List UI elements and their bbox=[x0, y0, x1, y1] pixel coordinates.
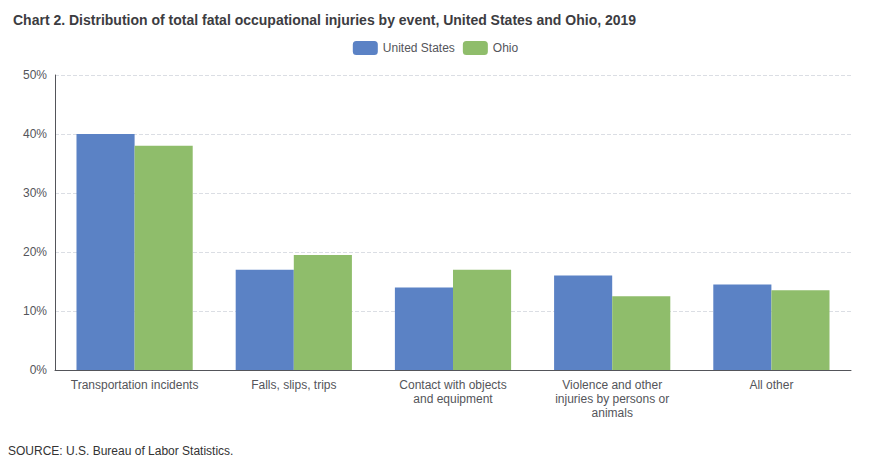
svg-text:and equipment: and equipment bbox=[413, 392, 493, 406]
svg-text:30%: 30% bbox=[23, 186, 47, 200]
svg-text:40%: 40% bbox=[23, 127, 47, 141]
svg-text:10%: 10% bbox=[23, 304, 47, 318]
svg-text:20%: 20% bbox=[23, 245, 47, 259]
svg-text:50%: 50% bbox=[23, 68, 47, 82]
svg-text:United States: United States bbox=[383, 41, 455, 55]
svg-text:0%: 0% bbox=[30, 363, 48, 377]
svg-text:All other: All other bbox=[749, 378, 793, 392]
svg-text:injuries by persons or: injuries by persons or bbox=[555, 392, 669, 406]
svg-text:Chart 2. Distribution of total: Chart 2. Distribution of total fatal occ… bbox=[13, 12, 636, 28]
svg-text:Contact with objects: Contact with objects bbox=[399, 378, 506, 392]
svg-text:Ohio: Ohio bbox=[493, 41, 519, 55]
svg-text:Falls, slips, trips: Falls, slips, trips bbox=[251, 378, 336, 392]
svg-text:Violence and other: Violence and other bbox=[562, 378, 662, 392]
svg-text:animals: animals bbox=[592, 406, 633, 420]
svg-text:SOURCE: U.S. Bureau of Labor S: SOURCE: U.S. Bureau of Labor Statistics. bbox=[8, 444, 233, 458]
svg-text:Transportation incidents: Transportation incidents bbox=[71, 378, 199, 392]
